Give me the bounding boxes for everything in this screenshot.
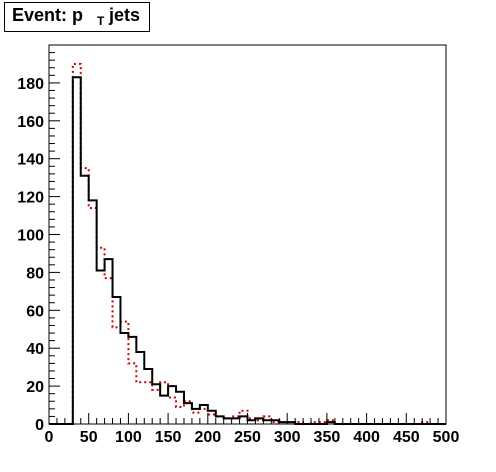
x-tick-label: 500 [433,429,460,446]
y-tick-label: 40 [26,341,44,358]
y-tick-label: 100 [17,228,44,245]
plot-frame [48,44,447,425]
x-tick-label: 350 [314,429,341,446]
x-tick-label: 200 [194,429,221,446]
y-tick-label: 160 [17,114,44,131]
title-box: Event: p T jets [4,2,150,32]
series-layer [49,62,446,425]
chart-title-main: Event: p [12,5,84,25]
x-tick-label: 400 [353,429,380,446]
y-tick-label: 20 [26,379,44,396]
x-tick-label: 300 [274,429,301,446]
chart-title-subscript: T [97,14,105,28]
x-tick-label: 100 [115,429,142,446]
y-tick-label: 60 [26,303,44,320]
x-tick-label: 250 [234,429,261,446]
y-tick-label: 140 [17,152,44,169]
histogram-series-solid [49,76,446,425]
y-tick-label: 80 [26,265,44,282]
y-tick-label: 120 [17,190,44,207]
y-tick-label: 180 [17,76,44,93]
x-tick-label: 0 [45,429,54,446]
chart-title-rest: jets [109,5,141,25]
x-tick-label: 150 [155,429,182,446]
x-tick-label: 450 [393,429,420,446]
axes-layer: 0 50 100 150 200 250 300 350 400 450 500 0 20 40 60 80 1… [17,44,460,446]
histogram-series-dotted [49,62,446,425]
x-tick-label: 50 [80,429,98,446]
y-tick-label: 0 [35,417,44,434]
